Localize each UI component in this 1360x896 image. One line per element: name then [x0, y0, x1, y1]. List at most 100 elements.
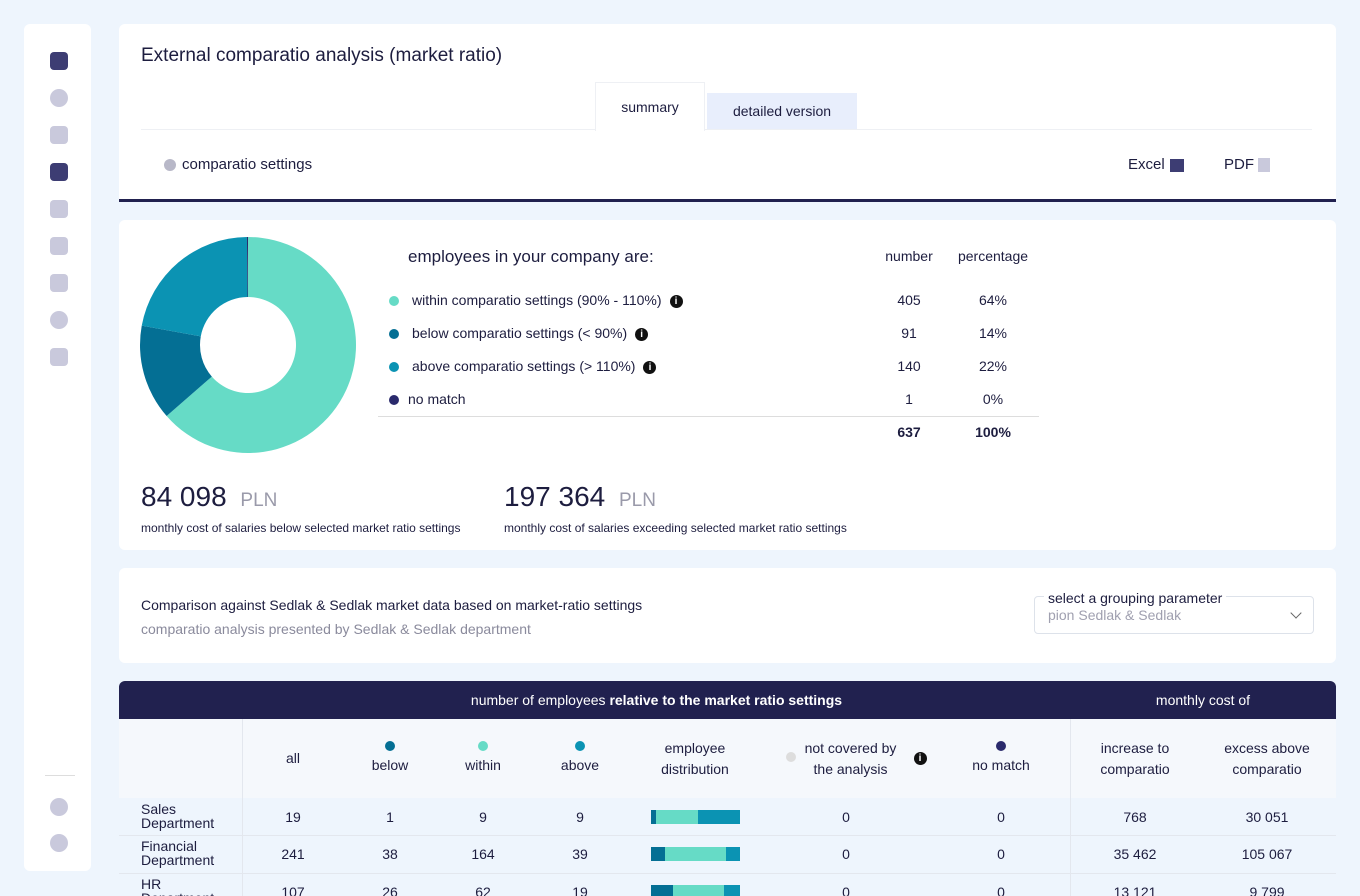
- cell: 164: [471, 846, 495, 862]
- summary-heading: employees in your company are:: [408, 247, 654, 266]
- donut-slice: [141, 237, 248, 337]
- donut-slice: [166, 237, 356, 453]
- cell: 241: [281, 846, 305, 862]
- tab[interactable]: summary: [595, 82, 705, 131]
- table-header: [119, 681, 1336, 719]
- nav-icon[interactable]: [50, 126, 68, 144]
- row-percentage: 0%: [982, 391, 1004, 407]
- nav-icon[interactable]: [50, 237, 68, 255]
- legend-dot: [785, 751, 796, 762]
- row-label: below comparatio settings (< 90%) i: [412, 325, 649, 341]
- select-label: select a grouping parameter: [1044, 590, 1227, 606]
- row-label: above comparatio settings (> 110%) i: [412, 358, 657, 374]
- cell: 0: [842, 808, 850, 825]
- row-number: 405: [897, 292, 921, 308]
- label-text: below comparatio settings (< 90%): [412, 325, 628, 341]
- legend-dot: [389, 395, 399, 405]
- nav-icon[interactable]: [50, 52, 68, 70]
- cell: 9: [479, 808, 487, 825]
- column-label: all: [285, 750, 300, 766]
- cell: 0: [842, 883, 850, 896]
- column-header: no match: [946, 719, 1056, 798]
- label-text: within comparatio settings (90% - 110%): [412, 292, 662, 308]
- row-separator: [119, 872, 1336, 874]
- nav-icon[interactable]: [50, 348, 68, 366]
- info-icon[interactable]: i: [643, 361, 657, 374]
- total-percentage: 100%: [975, 424, 1011, 440]
- column-label: increase to comparatio: [1100, 739, 1170, 777]
- cell: 19: [285, 808, 301, 825]
- nav-icon[interactable]: [50, 311, 68, 329]
- distribution-segment: [651, 884, 673, 896]
- info-icon[interactable]: i: [913, 752, 927, 765]
- export-button[interactable]: PDF: [1224, 156, 1254, 173]
- settings-link[interactable]: comparatio settings: [182, 156, 313, 173]
- cost-amount: 197 364: [504, 481, 606, 512]
- row-label: within comparatio settings (90% - 110%) i: [412, 292, 683, 308]
- comparison-title: Comparison against Sedlak & Sedlak marke…: [141, 597, 643, 613]
- column-header: percentage: [957, 248, 1029, 264]
- sidebar: [24, 24, 91, 871]
- row-number: 91: [901, 325, 917, 341]
- info-icon[interactable]: i: [635, 328, 649, 341]
- nav-icon[interactable]: [50, 200, 68, 218]
- comparison-subtitle: comparatio analysis presented by Sedlak …: [141, 621, 531, 637]
- distribution-segment: [724, 884, 740, 896]
- group-header: monthly cost of: [1155, 692, 1251, 708]
- cell: 30 051: [1245, 808, 1289, 825]
- nav-icon[interactable]: [50, 89, 68, 107]
- label-text: no match: [408, 391, 466, 407]
- row-number: 1: [905, 391, 913, 407]
- column-header-row: [119, 719, 1336, 798]
- excel-icon: [1170, 159, 1184, 172]
- tab[interactable]: detailed version: [707, 93, 857, 129]
- cell: 13 121: [1113, 883, 1157, 896]
- separator: [45, 775, 75, 776]
- donut-chart: [140, 237, 356, 453]
- row-label: no match: [408, 391, 466, 407]
- column-label: employee distribution: [661, 739, 729, 777]
- column-label: not covered by the analysis: [804, 739, 897, 777]
- row-name: HR Department: [141, 875, 214, 896]
- cell: 35 462: [1113, 846, 1157, 862]
- gear-icon: [164, 159, 176, 171]
- cost-label: monthly cost of salaries exceeding selec…: [504, 521, 847, 535]
- nav-icon[interactable]: [50, 274, 68, 292]
- distribution-segment: [655, 809, 698, 824]
- group-header: number of employees relative to the mark…: [243, 692, 1070, 708]
- nav-icon[interactable]: [50, 163, 68, 181]
- tab-line: [141, 129, 1312, 130]
- cell: 107: [281, 883, 305, 896]
- cell: 0: [997, 883, 1005, 896]
- group-header-bold: relative to the market ratio settings: [609, 692, 843, 708]
- donut-slice: [140, 325, 212, 417]
- nav-icon[interactable]: [50, 798, 68, 816]
- cost-value: 84 098 PLN: [141, 481, 277, 513]
- cell: 0: [997, 846, 1005, 862]
- distribution-segment: [651, 847, 666, 861]
- nav-icon[interactable]: [50, 834, 68, 852]
- column-header: all: [248, 719, 338, 798]
- cell: 38: [382, 846, 398, 862]
- row-percentage: 64%: [978, 292, 1008, 308]
- column-label: excess above comparatio: [1224, 739, 1310, 777]
- cell: 0: [842, 846, 850, 862]
- cell: 768: [1123, 808, 1147, 825]
- cost-value: 197 364 PLN: [504, 481, 656, 513]
- row-percentage: 14%: [978, 325, 1008, 341]
- group-header-text: number of employees: [470, 692, 610, 708]
- column-header: number: [885, 248, 933, 264]
- export-button[interactable]: Excel: [1128, 156, 1165, 173]
- column-header: within: [438, 719, 528, 798]
- column-label: within: [465, 757, 501, 773]
- total-number: 637: [897, 424, 921, 440]
- cell: 39: [572, 846, 588, 862]
- distribution-segment: [725, 847, 740, 861]
- row-number: 140: [897, 358, 921, 374]
- column-header: employee distribution: [640, 719, 750, 798]
- cell: 26: [382, 883, 398, 896]
- select-value: pion Sedlak & Sedlak: [1048, 607, 1182, 623]
- info-icon[interactable]: i: [669, 295, 683, 308]
- pdf-icon: [1258, 158, 1270, 172]
